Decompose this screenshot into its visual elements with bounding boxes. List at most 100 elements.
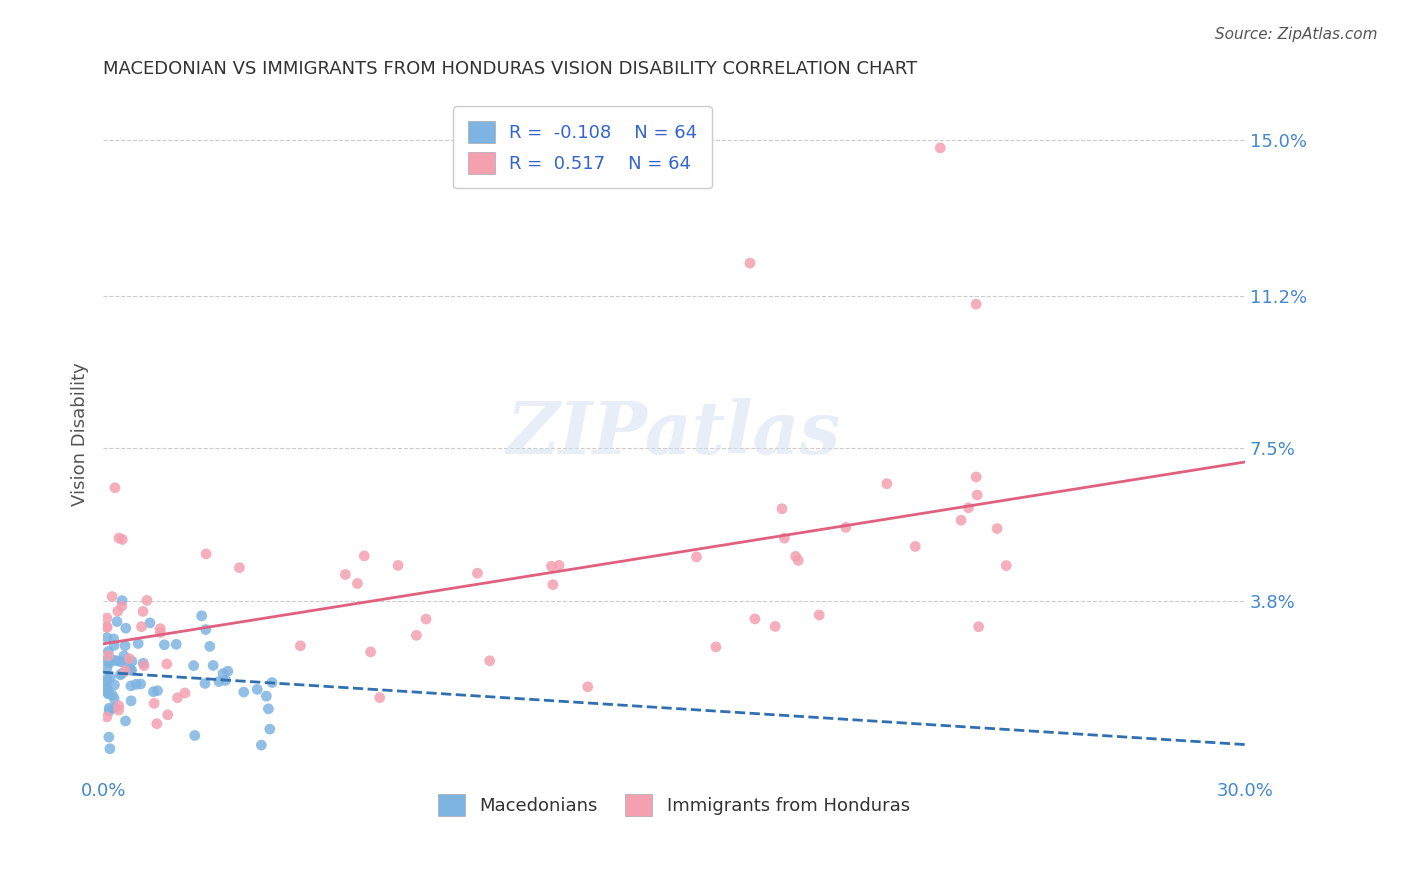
Immigrants from Honduras (346, 576, 368, 591)
Macedonians (96, 681, 118, 695)
Macedonians (107, 654, 129, 668)
Immigrants from Honduras (950, 513, 973, 527)
Macedonians (212, 666, 235, 681)
Macedonians (114, 714, 136, 728)
Immigrants from Honduras (685, 549, 707, 564)
Immigrants from Honduras (111, 533, 134, 547)
Macedonians (110, 668, 132, 682)
Macedonians (97, 686, 120, 700)
Immigrants from Honduras (576, 680, 599, 694)
Macedonians (97, 644, 120, 658)
Macedonians (246, 682, 269, 697)
Immigrants from Honduras (368, 690, 391, 705)
Macedonians (105, 615, 128, 629)
Immigrants from Honduras (965, 297, 987, 311)
Macedonians (120, 694, 142, 708)
Immigrants from Honduras (118, 651, 141, 665)
Macedonians (96, 661, 118, 675)
Macedonians (194, 623, 217, 637)
Immigrants from Honduras (149, 622, 172, 636)
Macedonians (260, 675, 283, 690)
Immigrants from Honduras (114, 664, 136, 678)
Macedonians (121, 663, 143, 677)
Immigrants from Honduras (104, 481, 127, 495)
Macedonians (114, 621, 136, 635)
Immigrants from Honduras (195, 547, 218, 561)
Immigrants from Honduras (966, 488, 988, 502)
Immigrants from Honduras (787, 553, 810, 567)
Immigrants from Honduras (143, 697, 166, 711)
Macedonians (98, 741, 121, 756)
Macedonians (96, 674, 118, 689)
Macedonians (96, 654, 118, 668)
Macedonians (259, 722, 281, 736)
Immigrants from Honduras (541, 577, 564, 591)
Immigrants from Honduras (166, 690, 188, 705)
Immigrants from Honduras (111, 599, 134, 614)
Macedonians (114, 639, 136, 653)
Immigrants from Honduras (101, 590, 124, 604)
Immigrants from Honduras (405, 628, 427, 642)
Macedonians (165, 637, 187, 651)
Immigrants from Honduras (785, 549, 807, 564)
Text: MACEDONIAN VS IMMIGRANTS FROM HONDURAS VISION DISABILITY CORRELATION CHART: MACEDONIAN VS IMMIGRANTS FROM HONDURAS V… (103, 60, 917, 78)
Immigrants from Honduras (132, 604, 155, 618)
Macedonians (190, 608, 212, 623)
Immigrants from Honduras (96, 620, 118, 634)
Immigrants from Honduras (353, 549, 375, 563)
Macedonians (217, 664, 239, 678)
Immigrants from Honduras (136, 593, 159, 607)
Macedonians (100, 671, 122, 685)
Immigrants from Honduras (773, 531, 796, 545)
Macedonians (139, 615, 162, 630)
Immigrants from Honduras (107, 604, 129, 618)
Macedonians (98, 656, 121, 670)
Macedonians (129, 677, 152, 691)
Immigrants from Honduras (967, 620, 990, 634)
Macedonians (125, 677, 148, 691)
Immigrants from Honduras (876, 476, 898, 491)
Macedonians (103, 700, 125, 714)
Immigrants from Honduras (986, 522, 1008, 536)
Immigrants from Honduras (96, 611, 118, 625)
Immigrants from Honduras (540, 559, 562, 574)
Immigrants from Honduras (108, 531, 131, 545)
Immigrants from Honduras (835, 520, 858, 534)
Immigrants from Honduras (738, 256, 761, 270)
Macedonians (214, 673, 236, 688)
Immigrants from Honduras (770, 501, 793, 516)
Macedonians (127, 636, 149, 650)
Immigrants from Honduras (548, 558, 571, 573)
Immigrants from Honduras (149, 625, 172, 640)
Immigrants from Honduras (132, 658, 155, 673)
Macedonians (115, 656, 138, 670)
Macedonians (98, 701, 121, 715)
Macedonians (232, 685, 254, 699)
Immigrants from Honduras (808, 607, 831, 622)
Immigrants from Honduras (957, 500, 980, 515)
Macedonians (120, 663, 142, 677)
Macedonians (111, 666, 134, 681)
Immigrants from Honduras (131, 620, 153, 634)
Macedonians (257, 702, 280, 716)
Macedonians (111, 593, 134, 607)
Immigrants from Honduras (146, 716, 169, 731)
Text: ZIPatlas: ZIPatlas (506, 399, 841, 469)
Macedonians (101, 688, 124, 702)
Macedonians (103, 632, 125, 646)
Macedonians (103, 691, 125, 706)
Text: Source: ZipAtlas.com: Source: ZipAtlas.com (1215, 27, 1378, 42)
Macedonians (97, 687, 120, 701)
Macedonians (103, 653, 125, 667)
Immigrants from Honduras (335, 567, 357, 582)
Macedonians (194, 676, 217, 690)
Macedonians (254, 689, 277, 703)
Macedonians (132, 657, 155, 671)
Immigrants from Honduras (904, 540, 927, 554)
Immigrants from Honduras (96, 620, 118, 634)
Immigrants from Honduras (467, 566, 489, 581)
Macedonians (142, 684, 165, 698)
Immigrants from Honduras (156, 707, 179, 722)
Immigrants from Honduras (228, 560, 250, 574)
Macedonians (103, 638, 125, 652)
